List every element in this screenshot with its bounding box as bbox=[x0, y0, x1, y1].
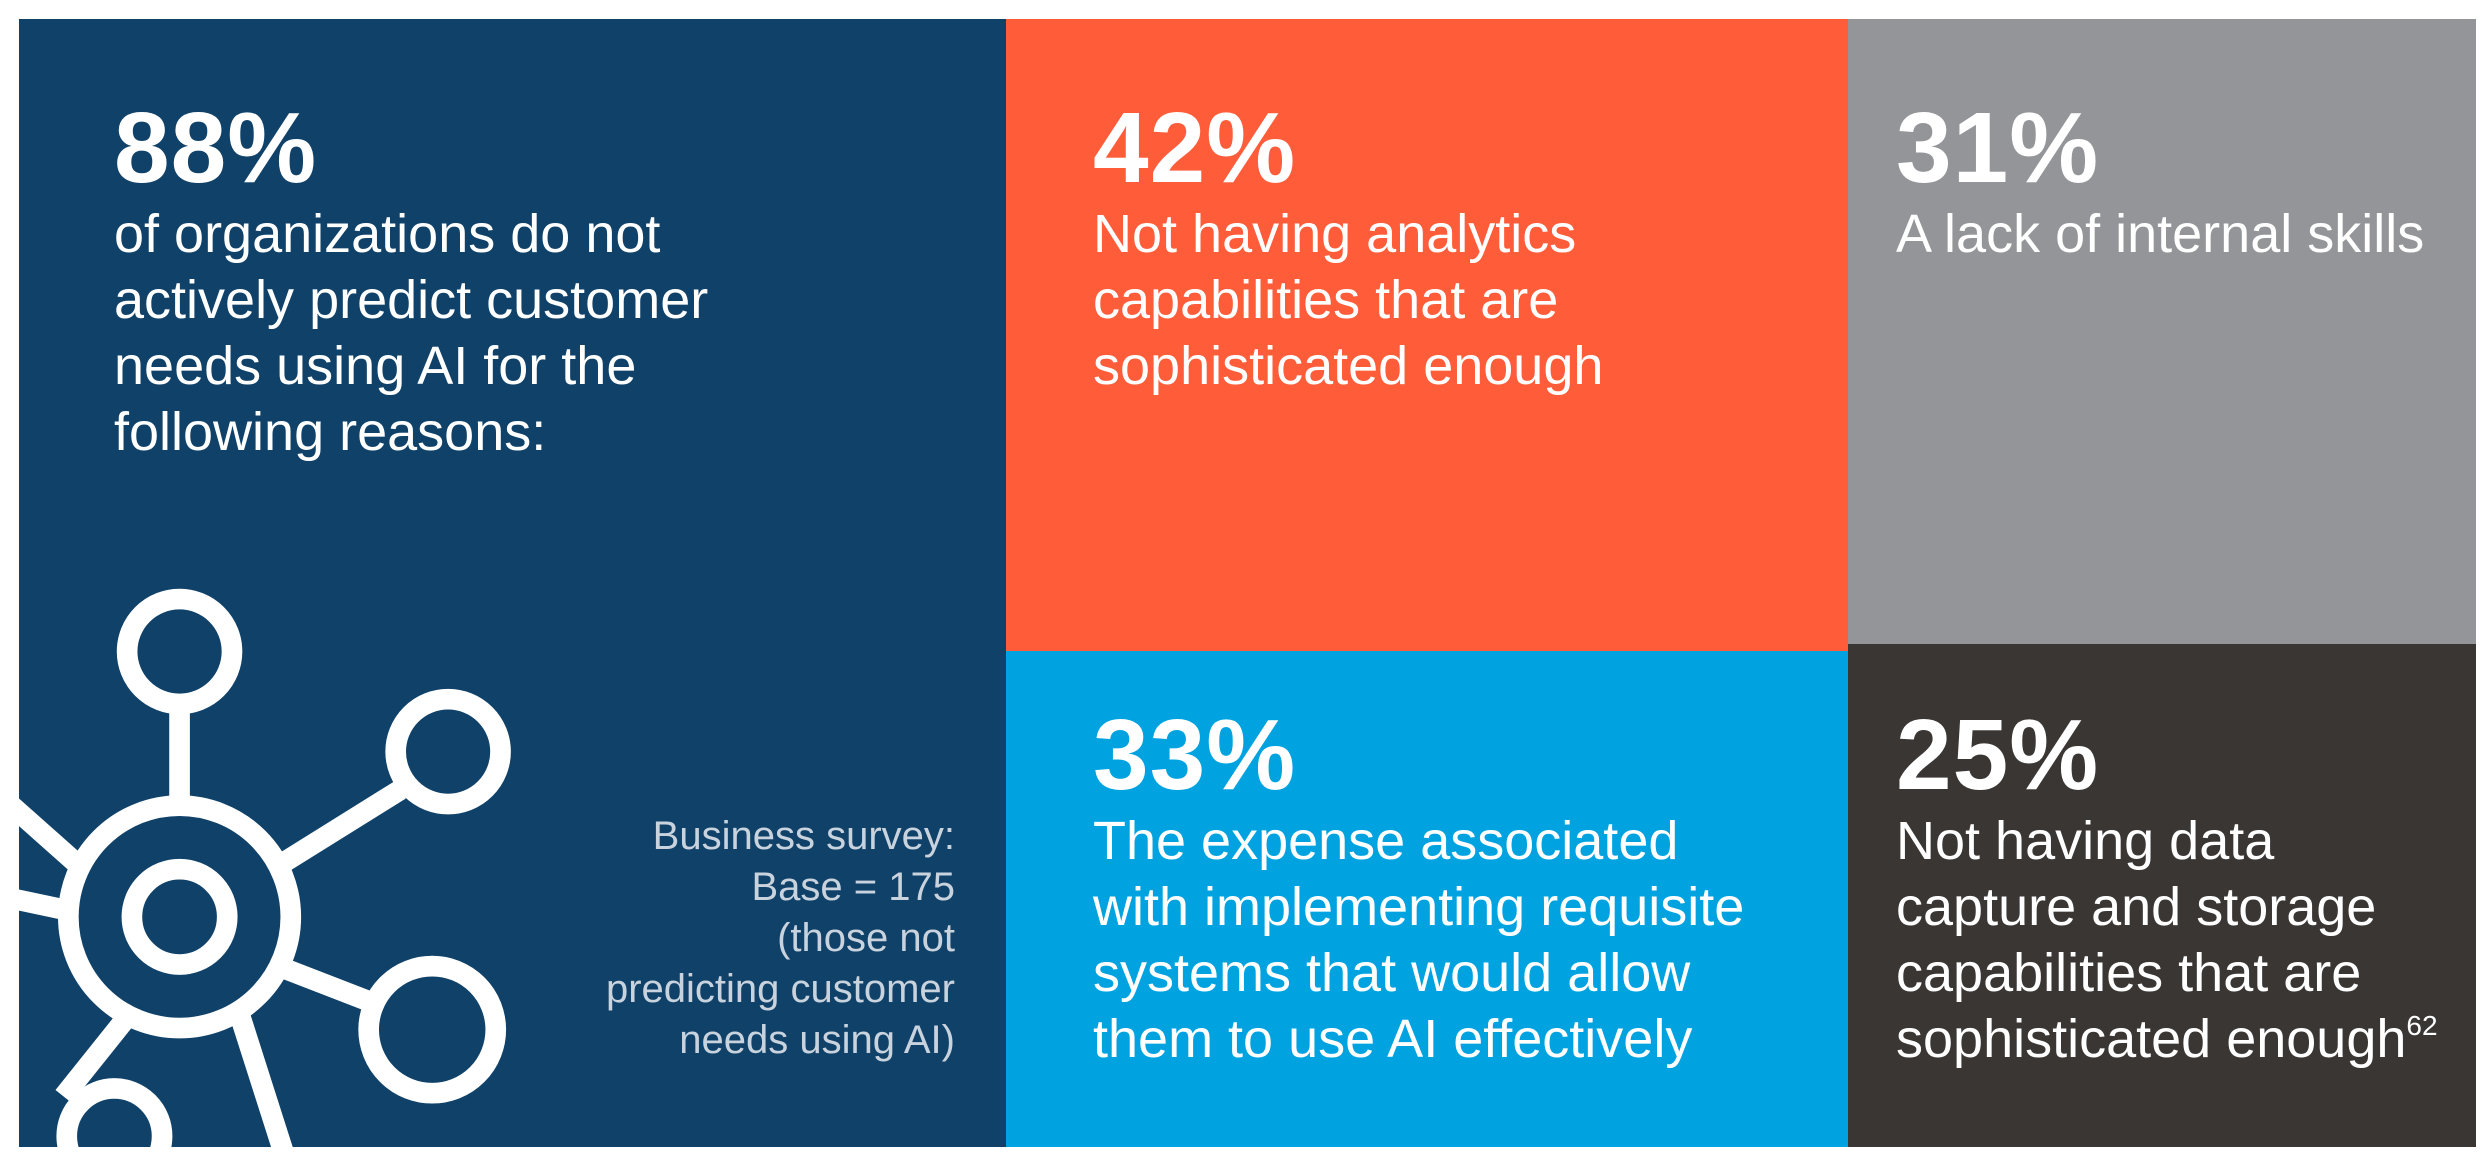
line-text: with implementing requisite bbox=[1093, 877, 1745, 937]
line-text: sophisticated enough bbox=[1896, 1009, 2407, 1069]
text-line: them to use AI effectively bbox=[1093, 1006, 1744, 1072]
note-line: Business survey: bbox=[652, 814, 955, 858]
line-text: systems that would allow bbox=[1093, 943, 1691, 1003]
line-text: following reasons: bbox=[114, 402, 547, 462]
stat-panel: 25% Not having data capture and storage cap… bbox=[1848, 644, 2476, 1147]
stat-block: 88% of organizations do not actively predi… bbox=[114, 98, 708, 465]
stat-value: 31% bbox=[1896, 92, 2100, 204]
stat-block: 33% The expense associated with implementi… bbox=[1093, 705, 1744, 1072]
stat-value: 42% bbox=[1093, 92, 1297, 204]
line-text: capabilities that are bbox=[1093, 270, 1559, 330]
stat-block: 42% Not having analytics capabilities that… bbox=[1093, 98, 1603, 399]
stat-description: A lack of internal skills bbox=[1896, 201, 2424, 267]
line-text: actively predict customer bbox=[114, 270, 709, 330]
line-text: Not having analytics bbox=[1093, 204, 1577, 264]
text-line: needs using AI for the bbox=[114, 333, 708, 399]
network-icon bbox=[19, 588, 511, 1147]
stat-panel: 42% Not having analytics capabilities that… bbox=[1006, 19, 1848, 651]
stat-panel: 31% A lack of internal skills bbox=[1848, 19, 2476, 644]
text-line: capabilities that are bbox=[1896, 940, 2438, 1006]
line-text: capture and storage bbox=[1896, 877, 2377, 937]
line-text: A lack of internal skills bbox=[1896, 204, 2425, 264]
text-line: systems that would allow bbox=[1093, 940, 1744, 1006]
text-line: sophisticated enough62 bbox=[1896, 1006, 2438, 1072]
text-line: sophisticated enough bbox=[1093, 333, 1603, 399]
text-line: A lack of internal skills bbox=[1896, 201, 2424, 267]
note-line: needs using AI) bbox=[679, 1018, 955, 1062]
stat-panel: 88% of organizations do not actively predi… bbox=[19, 19, 1006, 1147]
stat-panel: 33% The expense associated with implementi… bbox=[1006, 651, 1848, 1147]
line-text: needs using AI for the bbox=[114, 336, 637, 396]
survey-note: Business survey: Base = 175 (those not pred… bbox=[606, 811, 955, 1066]
note-line: Base = 175 bbox=[751, 865, 956, 909]
stat-value: 33% bbox=[1093, 699, 1297, 811]
stat-description: Not having analytics capabilities that ar… bbox=[1093, 201, 1603, 399]
line-text: sophisticated enough bbox=[1093, 336, 1604, 396]
line-text: The expense associated bbox=[1093, 811, 1679, 871]
text-line: of organizations do not bbox=[114, 201, 708, 267]
note-line: (those not bbox=[777, 916, 955, 960]
stat-description: The expense associated with implementing … bbox=[1093, 808, 1744, 1072]
text-line: actively predict customer bbox=[114, 267, 708, 333]
text-line: The expense associated bbox=[1093, 808, 1744, 874]
stat-value: 25% bbox=[1896, 699, 2100, 811]
stat-value: 88% bbox=[114, 92, 318, 204]
line-text: capabilities that are bbox=[1896, 943, 2362, 1003]
text-line: with implementing requisite bbox=[1093, 874, 1744, 940]
line-text: of organizations do not bbox=[114, 204, 661, 264]
line-text: Not having data bbox=[1896, 811, 2275, 871]
text-line: capabilities that are bbox=[1093, 267, 1603, 333]
text-line: Not having analytics bbox=[1093, 201, 1603, 267]
stat-description: Not having data capture and storage capabi… bbox=[1896, 808, 2438, 1072]
footnote-ref: 62 bbox=[2406, 1010, 2438, 1041]
text-line: following reasons: bbox=[114, 399, 708, 465]
line-text: them to use AI effectively bbox=[1093, 1009, 1693, 1069]
text-line: capture and storage bbox=[1896, 874, 2438, 940]
stat-description: of organizations do not actively predict … bbox=[114, 201, 708, 465]
stat-block: 25% Not having data capture and storage cap… bbox=[1896, 705, 2438, 1072]
stat-block: 31% A lack of internal skills bbox=[1896, 98, 2424, 267]
text-line: Not having data bbox=[1896, 808, 2438, 874]
note-line: predicting customer bbox=[605, 967, 955, 1011]
